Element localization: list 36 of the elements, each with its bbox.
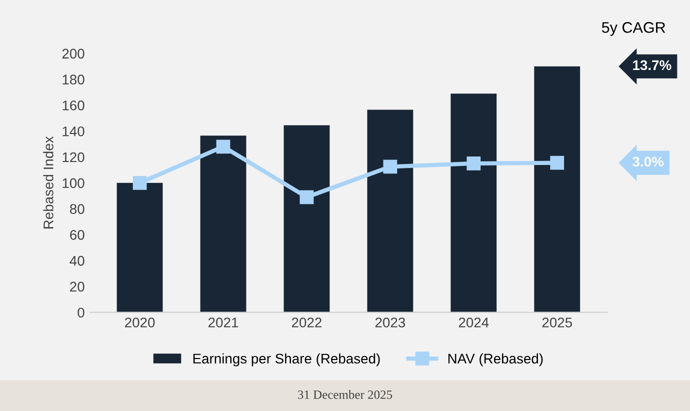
x-tick-label: 2022	[292, 318, 322, 328]
point	[550, 156, 564, 170]
x-tick-label: 2021	[208, 318, 238, 328]
bar	[284, 125, 330, 312]
y-tick-label: 40	[70, 256, 84, 266]
y-tick-label: 140	[62, 126, 84, 136]
bar	[450, 94, 497, 312]
y-tick-label: 20	[70, 282, 84, 292]
bar	[116, 182, 163, 312]
y-tick-label: 100	[62, 178, 84, 188]
bar	[367, 110, 414, 312]
x-tick-label: 2023	[375, 318, 406, 328]
x-tick-label: 2020	[125, 318, 155, 328]
point	[216, 140, 230, 154]
y-tick-label: 60	[70, 230, 84, 240]
y-tick-label: 0	[78, 308, 84, 318]
text: 13.7%	[633, 60, 672, 70]
bar	[200, 136, 246, 312]
y-tick-label: 160	[62, 100, 84, 110]
legend-label: Earnings per Share (Rebased)	[193, 353, 380, 366]
point	[383, 160, 398, 174]
point	[466, 156, 481, 170]
bar	[534, 66, 580, 312]
text: 5y CAGR	[602, 22, 666, 36]
legend-label: NAV (Rebased)	[448, 353, 543, 366]
point	[300, 190, 314, 204]
y-tick-label: 80	[70, 204, 84, 214]
text: 31 December 2025	[298, 390, 392, 399]
point	[132, 176, 147, 190]
text: 3.0%	[632, 156, 664, 167]
y-axis-title: Rebased Index	[43, 136, 54, 228]
y-tick-label: 180	[62, 74, 84, 84]
x-tick-label: 2024	[458, 318, 489, 328]
y-tick-label: 200	[62, 48, 84, 59]
y-tick-label: 120	[62, 152, 84, 162]
x-tick-label: 2025	[542, 318, 572, 328]
